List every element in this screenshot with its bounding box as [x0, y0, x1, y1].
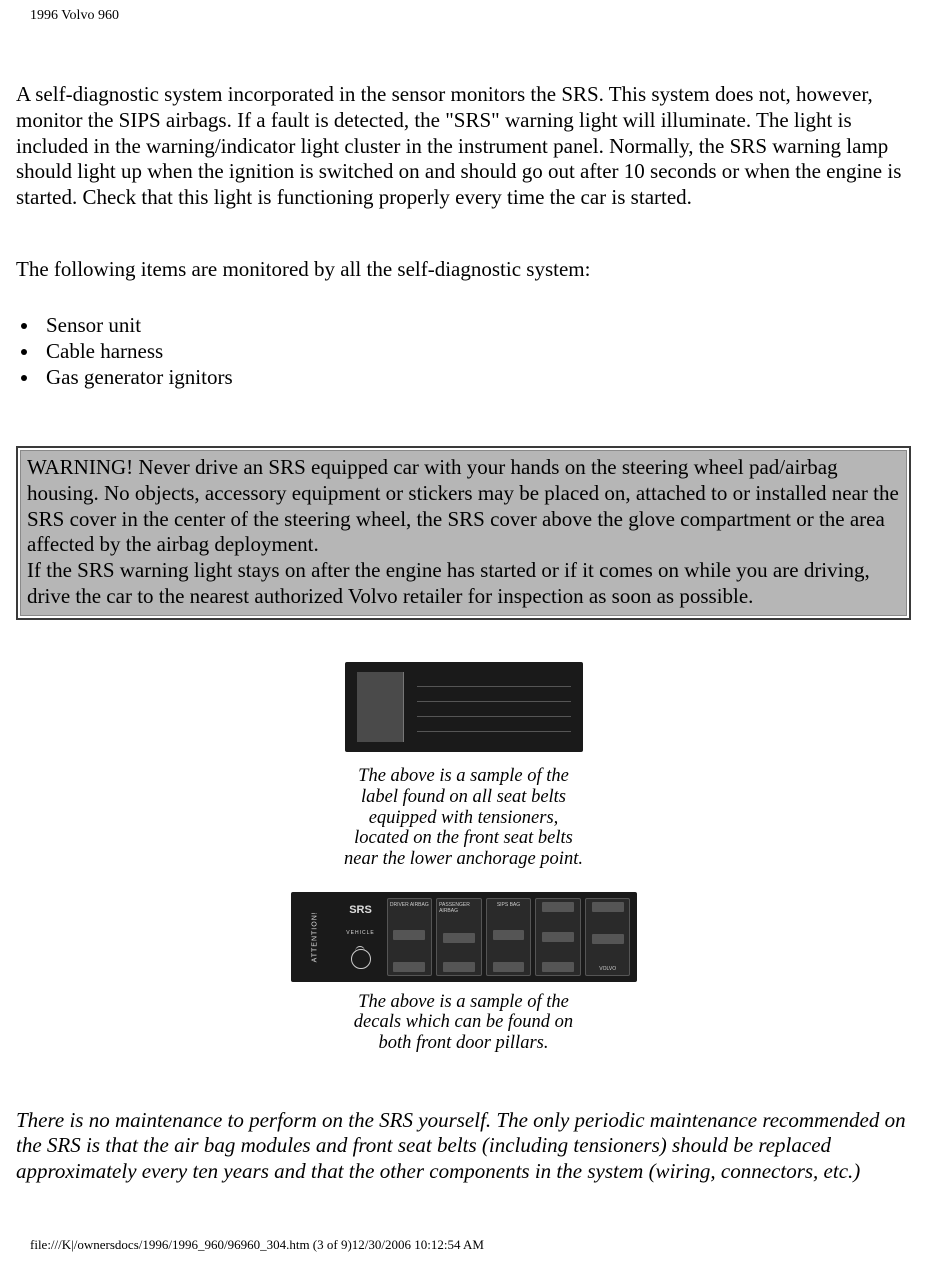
mini-icon	[493, 962, 525, 972]
warning-text-1: WARNING! Never drive an SRS equipped car…	[27, 455, 899, 556]
decal-attention-strip: ATTENTION!	[297, 898, 335, 976]
decal-srs-text: SRS	[349, 904, 372, 916]
warning-box: WARNING! Never drive an SRS equipped car…	[16, 446, 911, 620]
mini-icon	[493, 930, 525, 940]
mini-icon	[542, 962, 574, 972]
monitored-items-list: Sensor unit Cable harness Gas generator …	[16, 313, 911, 390]
mini-icon	[393, 962, 425, 972]
decal-panel-volvo: VOLVO	[585, 898, 631, 976]
list-item: Gas generator ignitors	[40, 365, 911, 391]
panel-label: SIPS BAG	[497, 902, 520, 908]
warning-text-2: If the SRS warning light stays on after …	[27, 558, 870, 608]
page-footer: file:///K|/ownersdocs/1996/1996_960/9696…	[30, 1237, 911, 1253]
mini-icon	[393, 930, 425, 940]
figure-caption: The above is a sample of the decals whic…	[339, 992, 589, 1054]
document-page: 1996 Volvo 960 A self-diagnostic system …	[0, 0, 927, 1263]
figure-seatbelt-label: The above is a sample of the label found…	[16, 662, 911, 1054]
airbag-icon	[351, 949, 371, 969]
mini-icon	[592, 902, 624, 912]
seatbelt-label-image	[345, 662, 583, 752]
decal-srs-label: SRS VEHICLE	[339, 898, 383, 976]
monitored-intro: The following items are monitored by all…	[16, 257, 911, 283]
mini-icon	[592, 934, 624, 944]
decal-panel-generic	[535, 898, 581, 976]
panel-label: DRIVER AIRBAG	[390, 902, 429, 908]
paragraph-srs-diagnostic: A self-diagnostic system incorporated in…	[16, 82, 911, 211]
panel-label: VOLVO	[599, 966, 616, 972]
mini-icon	[443, 933, 475, 943]
maintenance-paragraph: There is no maintenance to perform on th…	[16, 1108, 911, 1185]
panel-label: PASSENGER AIRBAG	[439, 902, 479, 914]
figure-caption: The above is a sample of the label found…	[344, 766, 584, 870]
door-pillar-decal-image: ATTENTION! SRS VEHICLE DRIVER AIRBAG PAS…	[291, 892, 637, 982]
list-item: Sensor unit	[40, 313, 911, 339]
mini-icon	[542, 902, 574, 912]
decal-panel-passenger: PASSENGER AIRBAG	[436, 898, 482, 976]
decal-panel-sips: SIPS BAG	[486, 898, 532, 976]
decal-panel-driver: DRIVER AIRBAG	[387, 898, 433, 976]
decal-srs-sub: VEHICLE	[346, 930, 374, 936]
list-item: Cable harness	[40, 339, 911, 365]
decal-attention-text: ATTENTION!	[312, 911, 320, 962]
page-header-title: 1996 Volvo 960	[30, 8, 911, 24]
mini-icon	[443, 962, 475, 972]
mini-icon	[542, 932, 574, 942]
warning-box-content: WARNING! Never drive an SRS equipped car…	[20, 450, 907, 616]
